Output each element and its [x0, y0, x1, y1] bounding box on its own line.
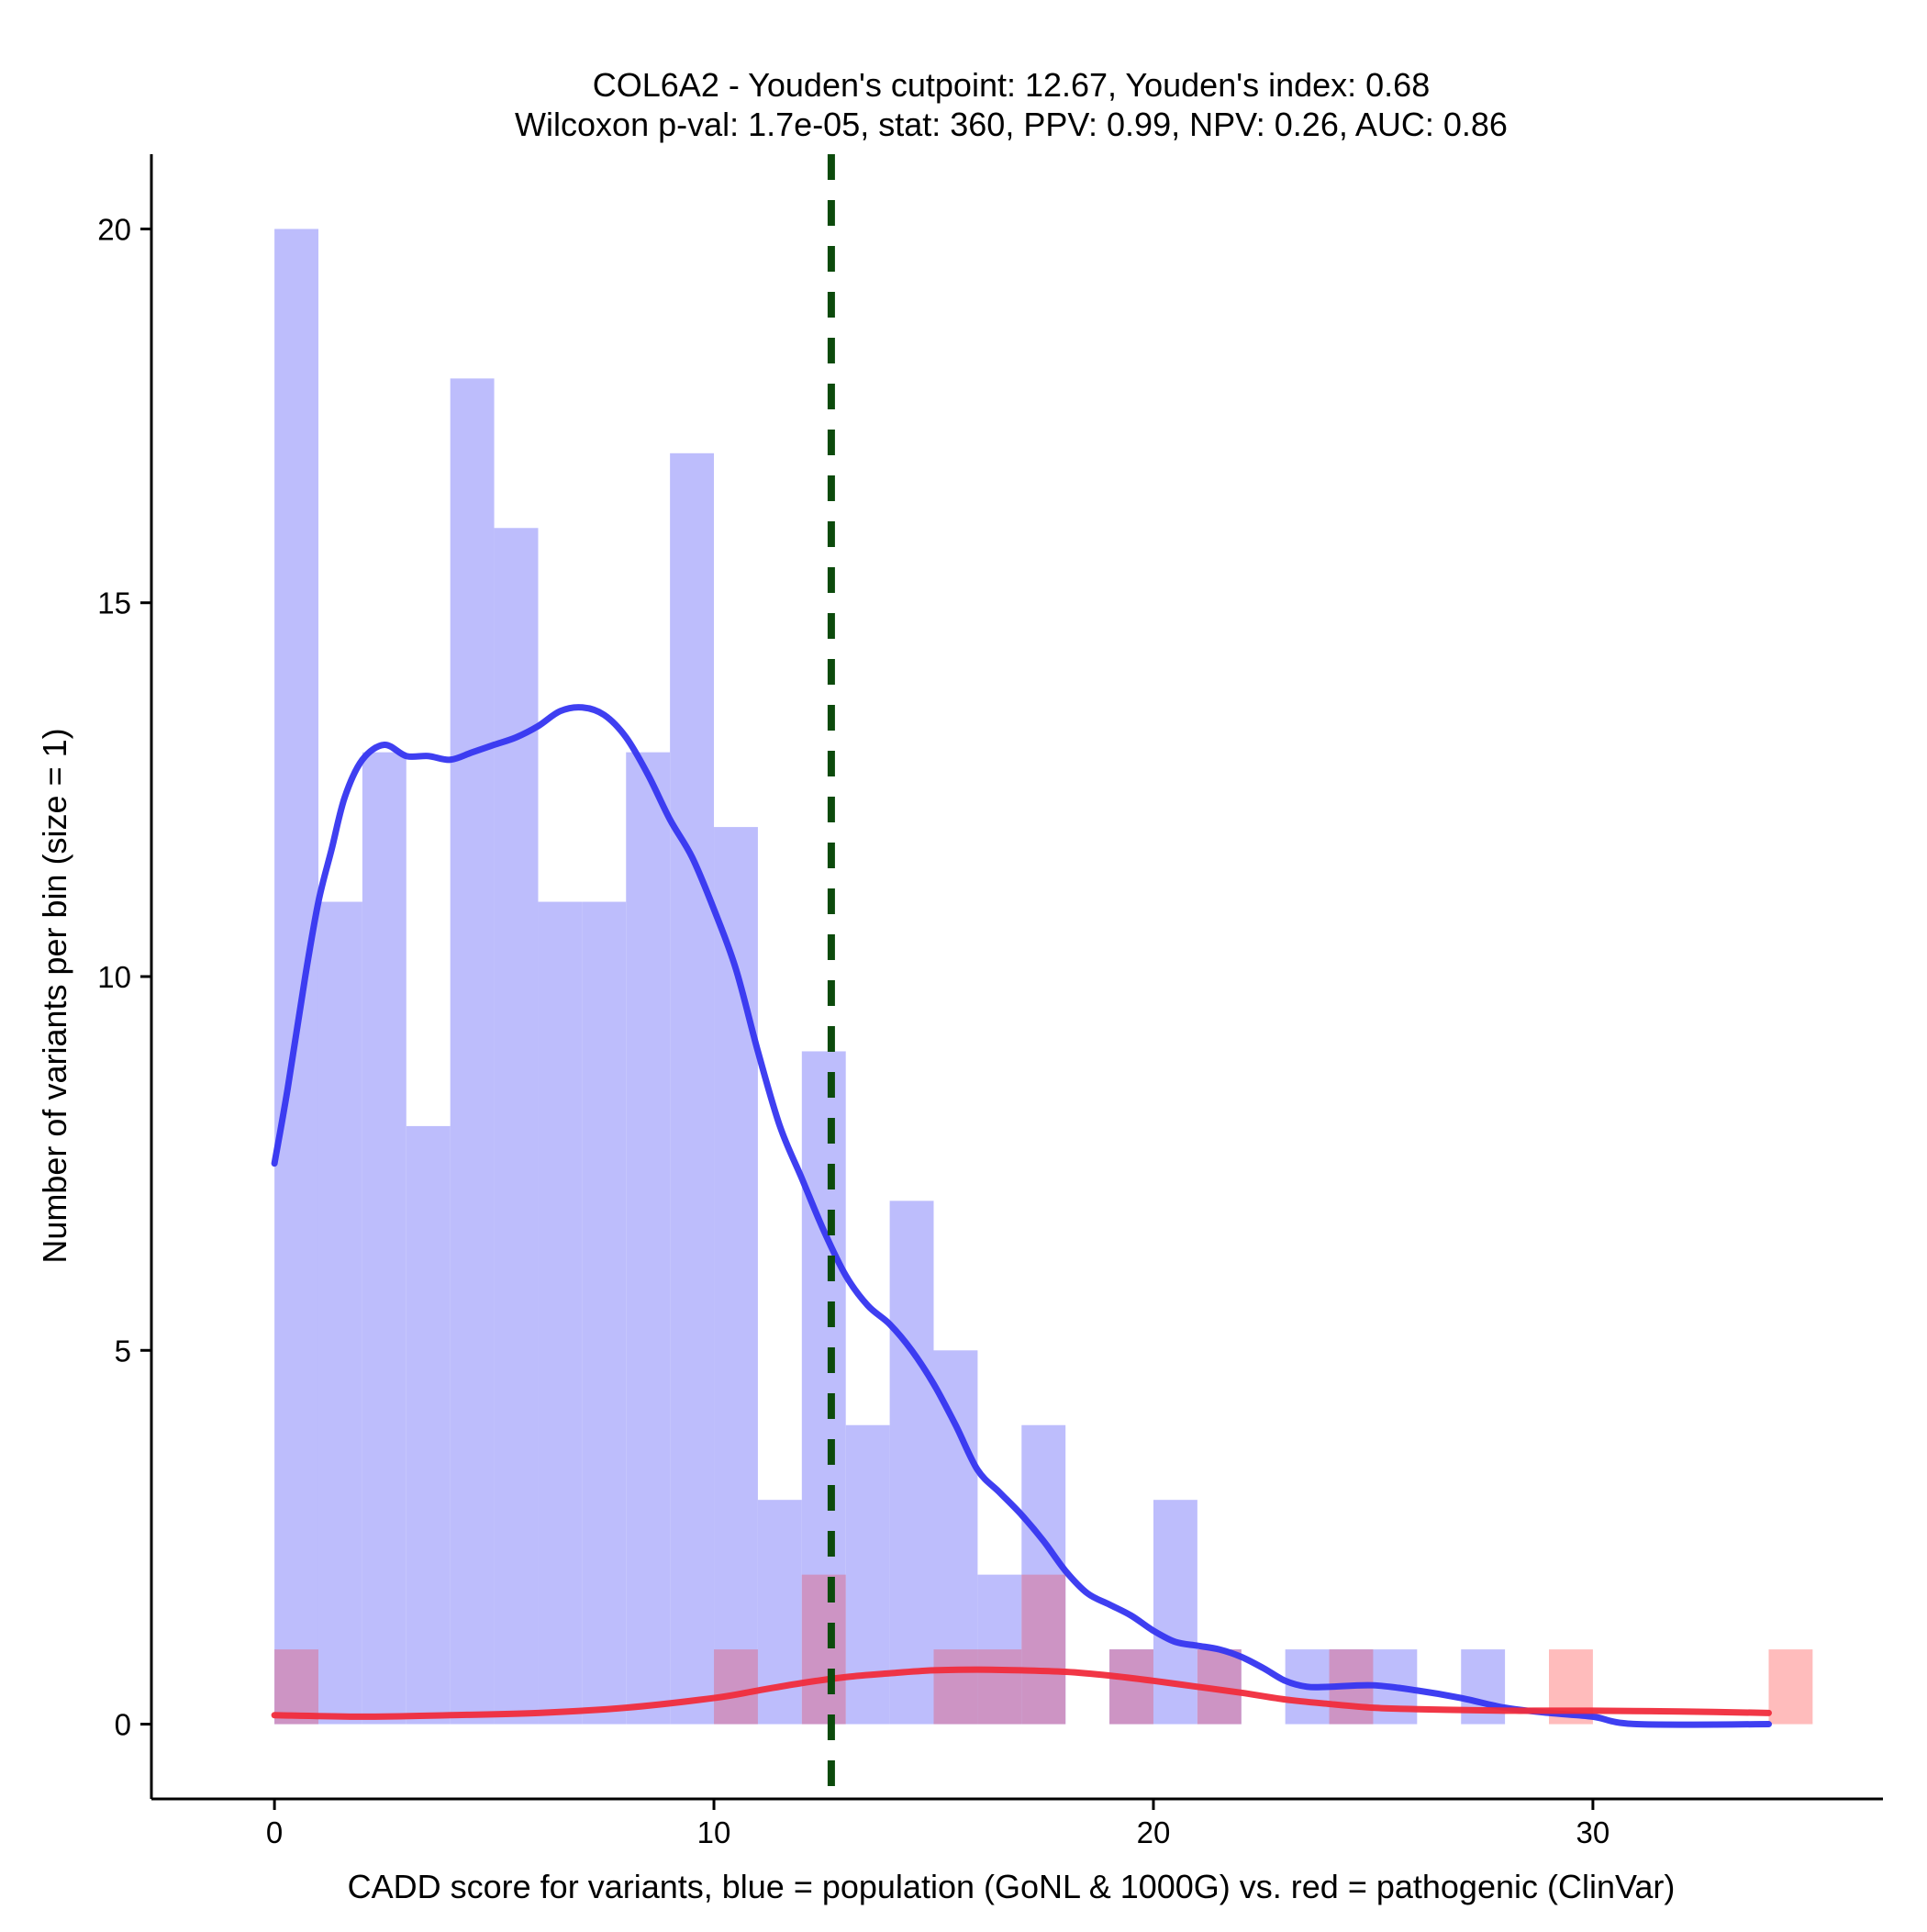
- population-bar: [494, 528, 539, 1725]
- pathogenic-bar: [977, 1649, 1022, 1725]
- x-axis-label: CADD score for variants, blue = populati…: [348, 1868, 1676, 1905]
- chart-title-line1: COL6A2 - Youden's cutpoint: 12.67, Youde…: [593, 66, 1430, 104]
- y-tick-label: 0: [115, 1708, 131, 1742]
- x-tick-label: 0: [266, 1815, 283, 1849]
- population-bar: [274, 229, 318, 1725]
- x-tick-label: 20: [1137, 1815, 1171, 1849]
- population-bar: [538, 901, 583, 1725]
- chart-title-line2: Wilcoxon p-val: 1.7e-05, stat: 360, PPV:…: [515, 106, 1508, 143]
- pathogenic-bar: [1768, 1649, 1813, 1725]
- histogram-bars: [274, 229, 1813, 1725]
- x-tick-label: 30: [1576, 1815, 1610, 1849]
- population-bar: [406, 1125, 451, 1725]
- pathogenic-bar: [714, 1649, 758, 1725]
- population-bar: [362, 752, 407, 1725]
- population-bar: [626, 752, 671, 1725]
- y-tick-label: 20: [97, 212, 131, 246]
- population-bar: [889, 1201, 934, 1725]
- population-density-line: [271, 704, 1772, 1728]
- population-bar: [582, 901, 627, 1725]
- y-tick-label: 5: [115, 1334, 131, 1368]
- x-tick-label: 10: [697, 1815, 731, 1849]
- pathogenic-bar: [801, 1574, 846, 1725]
- pathogenic-bar: [274, 1649, 318, 1725]
- pathogenic-bar: [1021, 1574, 1066, 1725]
- pathogenic-bar: [1109, 1649, 1153, 1725]
- density-curves: [271, 704, 1772, 1728]
- y-tick-label: 15: [97, 586, 131, 620]
- pathogenic-density-line: [271, 1666, 1772, 1720]
- population-bar: [450, 378, 495, 1725]
- pathogenic-bar: [933, 1649, 978, 1725]
- y-axis-label: Number of variants per bin (size = 1): [36, 728, 73, 1263]
- population-bar: [1153, 1500, 1197, 1725]
- population-bar: [670, 452, 715, 1725]
- population-bar: [317, 901, 362, 1725]
- y-tick-label: 10: [97, 960, 131, 994]
- axes: 0 10 20 30 0 5 10 15 20: [97, 154, 1883, 1849]
